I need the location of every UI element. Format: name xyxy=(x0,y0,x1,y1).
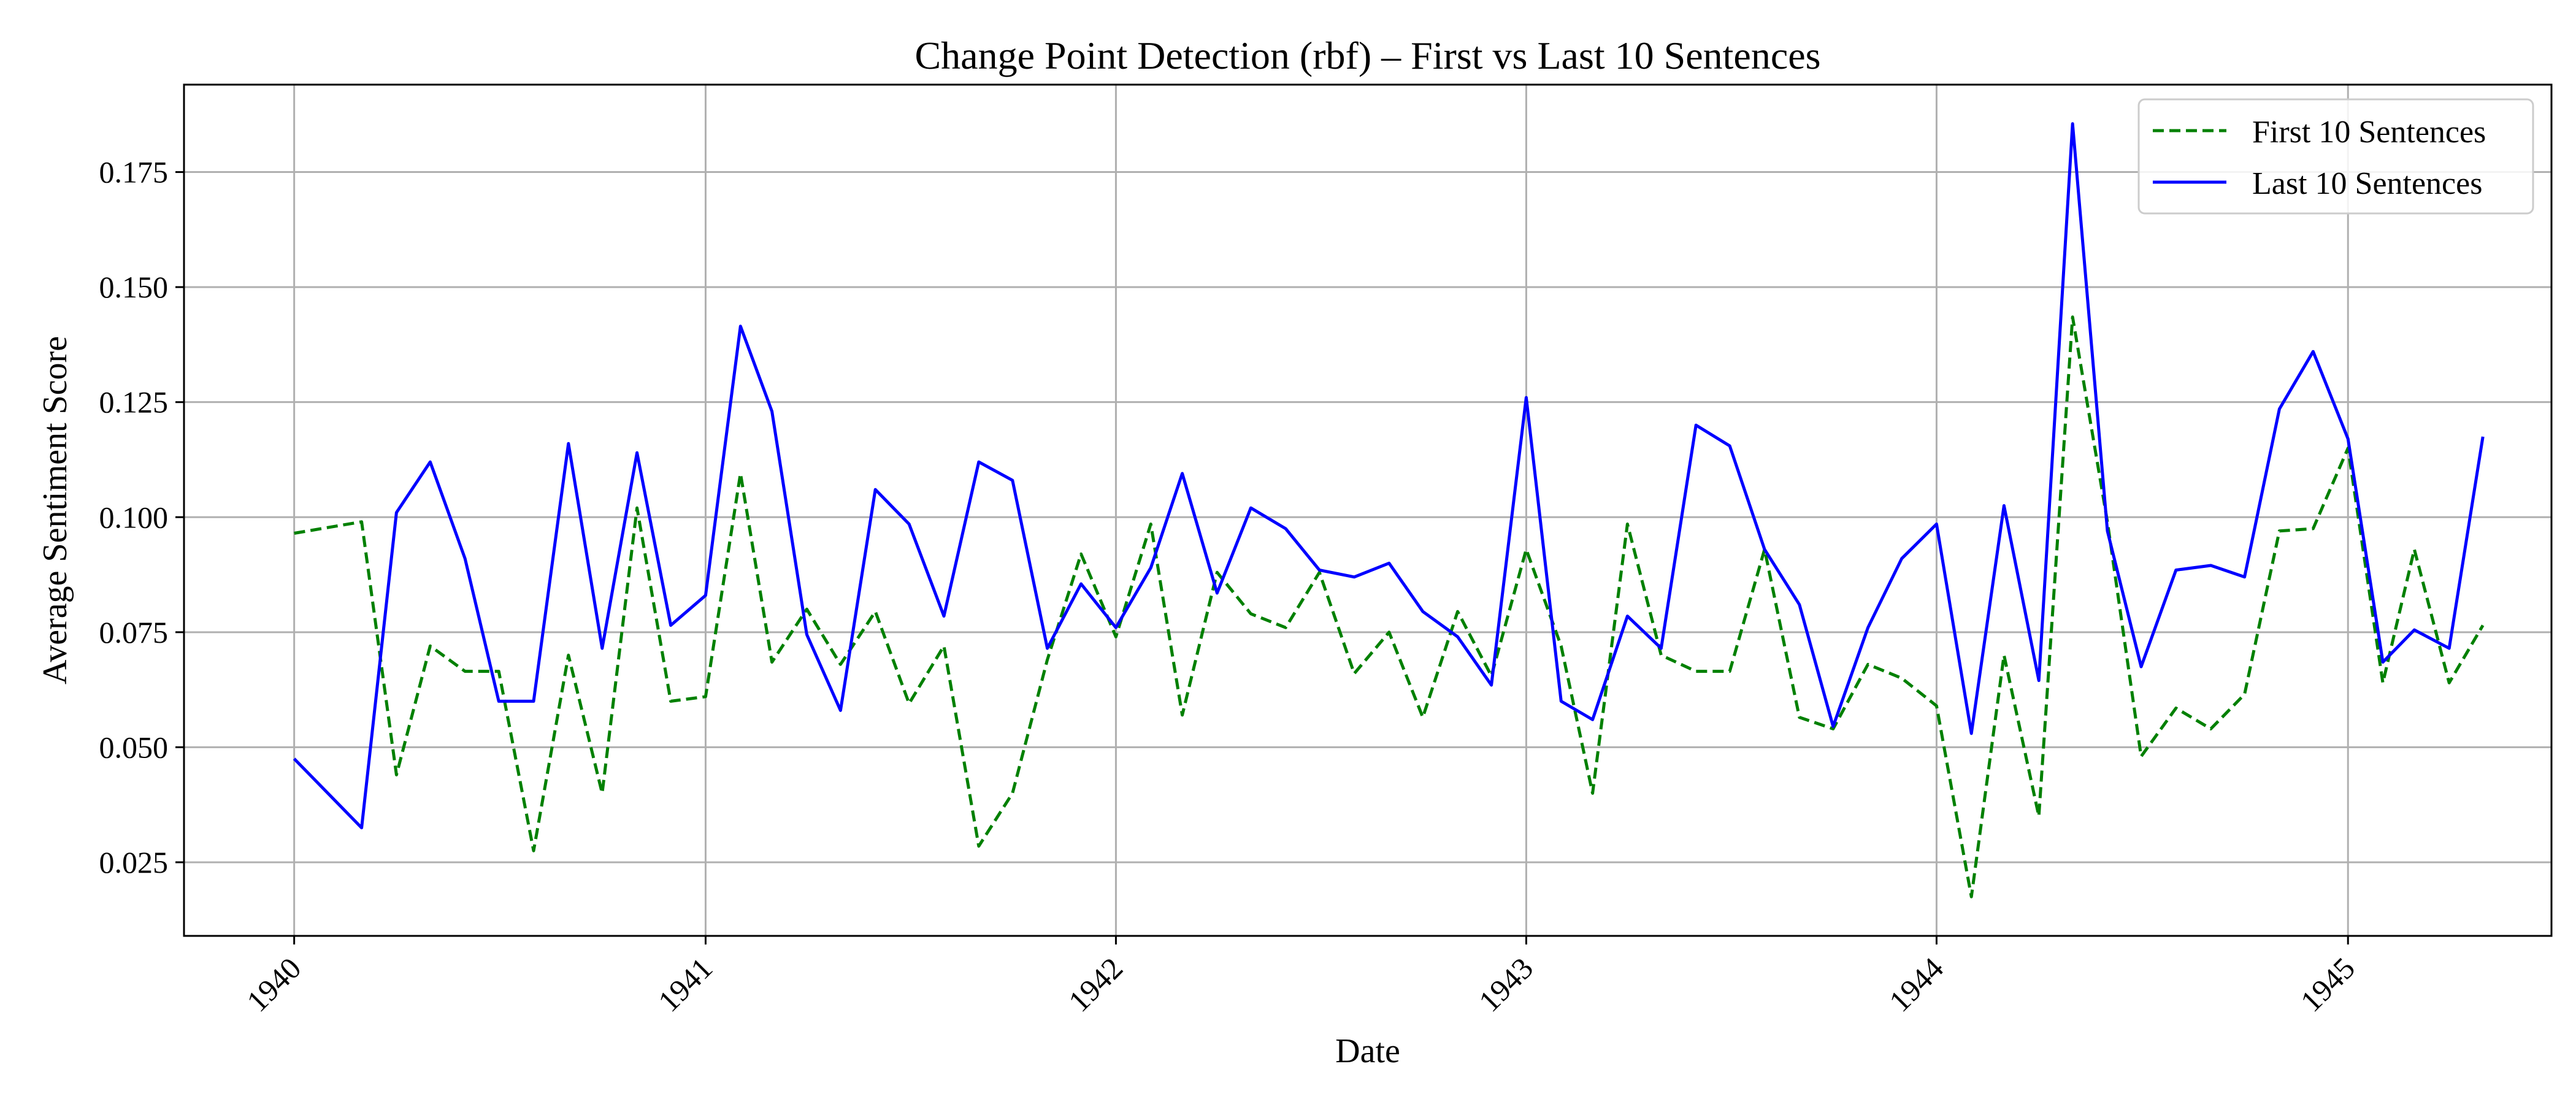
legend: First 10 Sentences Last 10 Sentences xyxy=(2137,98,2534,215)
y-tick-label: 0.125 xyxy=(99,385,169,419)
x-tick-label: 1941 xyxy=(651,951,719,1018)
chart-title: Change Point Detection (rbf) – First vs … xyxy=(914,34,1820,77)
y-axis-label: Average Sentiment Score xyxy=(36,336,74,684)
series-layer xyxy=(293,122,2485,898)
y-tick-label: 0.100 xyxy=(99,500,169,534)
x-axis-label: Date xyxy=(1335,1032,1400,1070)
x-tick-label: 1944 xyxy=(1882,951,1950,1018)
y-tick-label: 0.175 xyxy=(99,155,169,190)
x-tick-label: 1945 xyxy=(2294,951,2361,1018)
series-line-last-10-sentences xyxy=(293,122,2485,830)
x-tick-label: 1943 xyxy=(1472,951,1539,1018)
x-tick-label: 1942 xyxy=(1062,951,1129,1018)
y-tick-label: 0.150 xyxy=(99,270,169,304)
legend-label-last-10-sentences: Last 10 Sentences xyxy=(2252,166,2482,201)
x-tick-label: 1940 xyxy=(240,951,307,1018)
legend-label-first-10-sentences: First 10 Sentences xyxy=(2252,115,2486,150)
plot-area-frame xyxy=(183,83,2553,937)
y-tick-label: 0.025 xyxy=(99,845,169,879)
legend-box xyxy=(2137,98,2534,215)
y-tick-label: 0.075 xyxy=(99,615,169,649)
y-tick-label: 0.050 xyxy=(99,730,169,764)
series-line-first-10-sentences xyxy=(294,315,2485,898)
